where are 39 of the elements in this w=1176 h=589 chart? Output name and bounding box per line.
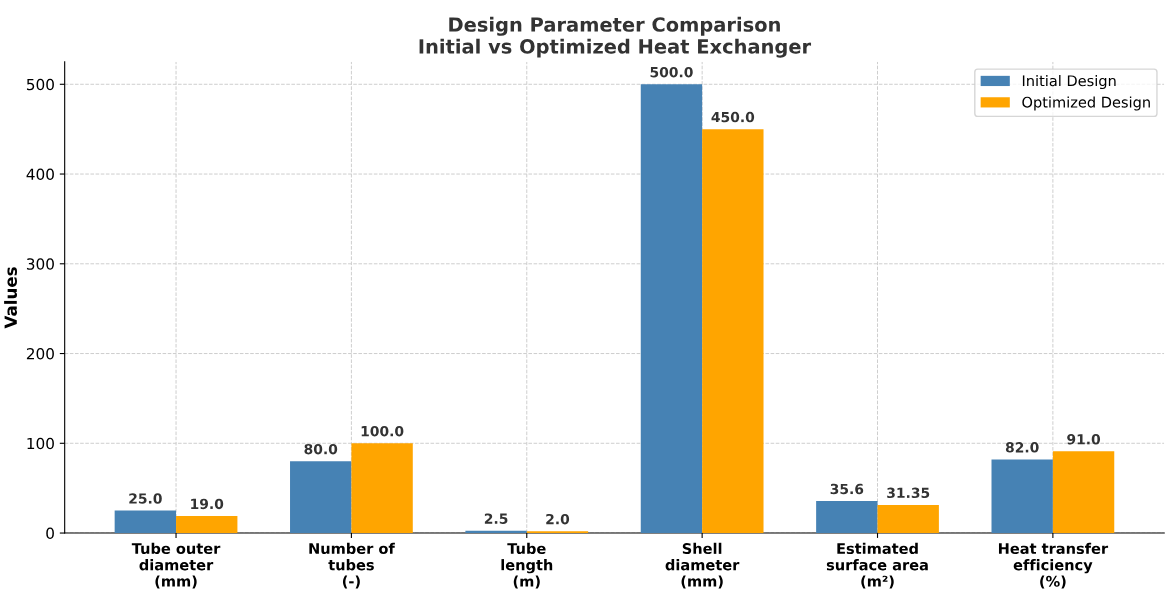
data-label: 80.0 <box>304 443 338 455</box>
data-label: 450.0 <box>711 111 755 123</box>
bar <box>816 501 878 534</box>
data-label: 500.0 <box>650 66 693 78</box>
bar <box>877 504 939 534</box>
y-tick-label: 400 <box>26 168 54 181</box>
bar <box>1052 451 1115 534</box>
y-tick-label: 200 <box>26 348 54 360</box>
x-tick-label: Shell diameter (mm) <box>665 542 740 589</box>
data-label: 91.0 <box>1067 434 1101 445</box>
bar <box>176 515 238 534</box>
y-tick-label: 100 <box>27 437 54 450</box>
data-label: 82.0 <box>1005 442 1039 453</box>
bar <box>114 510 177 534</box>
y-axis-title: Values <box>4 267 18 329</box>
data-label: 25.0 <box>129 493 162 504</box>
data-label: 31.35 <box>887 487 930 499</box>
bar <box>465 530 527 534</box>
y-tick-label: 500 <box>26 78 54 91</box>
data-label: 19.0 <box>191 498 224 510</box>
x-tick-label: Estimated surface area (m²) <box>826 542 928 589</box>
y-tick-label: 300 <box>26 258 54 270</box>
x-tick-label: Tube length (m) <box>501 542 553 589</box>
data-label: 100.0 <box>361 425 404 437</box>
bar <box>991 459 1053 534</box>
data-label: 2.5 <box>484 513 508 524</box>
chart-title: Design Parameter Comparison Initial vs Optimized Heat Exchanger <box>419 16 812 58</box>
legend-label: Optimized Design <box>1022 96 1150 111</box>
bar <box>351 443 413 534</box>
y-tick-label: 0 <box>46 527 54 540</box>
x-tick-label: Heat transfer efficiency (%) <box>998 542 1109 589</box>
data-label: 2.0 <box>546 513 570 525</box>
bar <box>290 461 352 534</box>
bar <box>702 129 764 534</box>
bar <box>640 84 703 534</box>
data-label: 35.6 <box>830 483 864 495</box>
x-tick-label: Number of tubes (-) <box>309 542 395 589</box>
x-tick-label: Tube outer diameter (mm) <box>131 542 221 589</box>
legend-label: Initial Design <box>1022 74 1116 90</box>
